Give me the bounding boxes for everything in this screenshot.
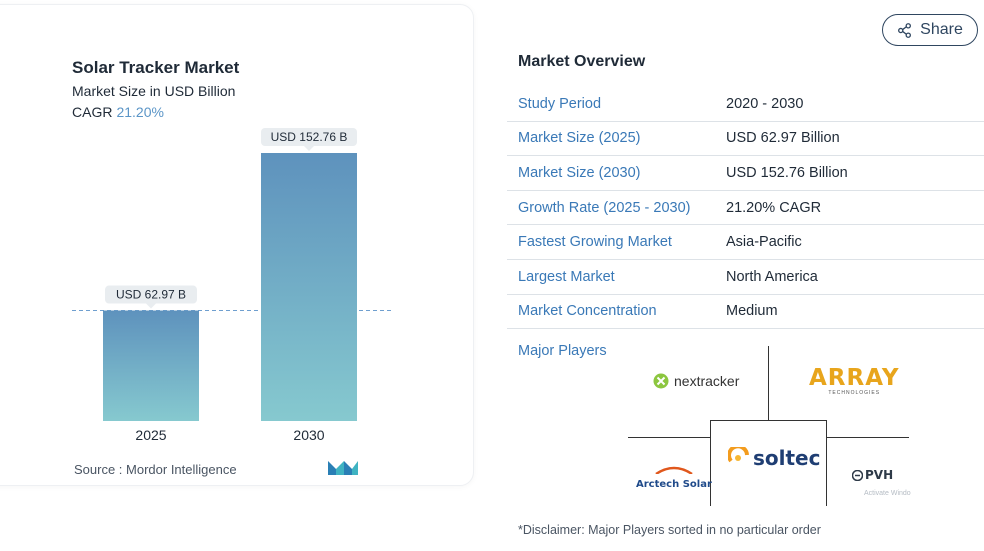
arctech-arc-icon xyxy=(655,466,693,476)
pvh-name: PVH xyxy=(865,468,894,482)
data-label: USD 62.97 B xyxy=(116,288,186,302)
x-tick-label: 2030 xyxy=(293,427,324,443)
data-label-pointer xyxy=(304,146,314,151)
bar-2025 xyxy=(103,310,199,421)
overview-key[interactable]: Largest Market xyxy=(518,268,615,285)
data-label-bg xyxy=(105,285,197,304)
chart-cagr: CAGR 21.20% xyxy=(72,104,164,120)
overview-row: Fastest Growing Market Asia-Pacific xyxy=(507,225,984,260)
overview-key[interactable]: Market Size (2030) xyxy=(518,164,641,181)
overview-row: Growth Rate (2025 - 2030) 21.20% CAGR xyxy=(507,191,984,226)
overview-row: Market Concentration Medium xyxy=(507,295,984,330)
overview-key[interactable]: Market Concentration xyxy=(518,303,657,320)
overview-value: 21.20% CAGR xyxy=(726,199,822,216)
chart-title: Solar Tracker Market xyxy=(72,58,240,77)
overview-row: Market Size (2030) USD 152.76 Billion xyxy=(507,156,984,191)
x-tick-label: 2025 xyxy=(135,427,166,443)
major-players-label[interactable]: Major Players xyxy=(518,343,607,359)
cagr-label: CAGR xyxy=(72,104,113,120)
arctech-name: Arctech Solar xyxy=(636,479,712,490)
overview-value: USD 152.76 Billion xyxy=(726,164,848,181)
share-icon xyxy=(898,22,912,38)
data-label-pointer xyxy=(146,303,156,309)
overview-value: USD 62.97 Billion xyxy=(726,130,840,147)
mordor-logo-icon xyxy=(328,461,358,475)
array-logo[interactable]: ARRAY TECHNOLOGIES xyxy=(809,366,899,396)
data-label-bg xyxy=(261,128,357,146)
chart-source: Source : Mordor Intelligence xyxy=(74,462,237,477)
share-label: Share xyxy=(920,21,963,38)
overview-key[interactable]: Study Period xyxy=(518,95,602,112)
activate-windows-watermark: Activate Windo xyxy=(864,490,911,497)
pvh-logo[interactable]: PVH xyxy=(852,468,893,482)
soltec-name: soltec xyxy=(753,446,821,470)
share-button[interactable]: Share xyxy=(882,14,978,46)
bar-chart: USD 62.97 B 2025 USD 152.76 B 2030 xyxy=(72,128,392,443)
chart-card xyxy=(0,4,474,486)
bar-2030 xyxy=(261,153,357,421)
overview-value: North America xyxy=(726,268,818,285)
cagr-value: 21.20% xyxy=(116,104,164,120)
array-subtitle: TECHNOLOGIES xyxy=(828,390,881,396)
data-label: USD 152.76 B xyxy=(271,130,348,144)
overview-table: Study Period 2020 - 2030 Market Size (20… xyxy=(507,87,984,330)
nextracker-name: nextracker xyxy=(674,373,740,389)
overview-value: Medium xyxy=(726,303,778,320)
overview-row: Market Size (2025) USD 62.97 Billion xyxy=(507,122,984,157)
overview-row: Largest Market North America xyxy=(507,260,984,295)
overview-key[interactable]: Fastest Growing Market xyxy=(518,234,672,251)
overview-key[interactable]: Growth Rate (2025 - 2030) xyxy=(518,199,691,216)
arctech-logo[interactable]: Arctech Solar xyxy=(636,461,712,490)
array-name: ARRAY xyxy=(809,365,900,391)
featured-player-box xyxy=(710,420,827,506)
soltec-logo[interactable]: soltec xyxy=(728,446,820,470)
disclaimer: *Disclaimer: Major Players sorted in no … xyxy=(518,523,821,537)
nextracker-x-icon xyxy=(653,373,669,389)
major-players-grid: nextracker ARRAY TECHNOLOGIES soltec Arc… xyxy=(628,346,912,506)
overview-title: Market Overview xyxy=(518,53,646,70)
divider xyxy=(628,437,710,438)
soltec-sun-icon xyxy=(728,447,749,463)
nextracker-logo[interactable]: nextracker xyxy=(653,373,739,389)
overview-value: 2020 - 2030 xyxy=(726,95,804,112)
overview-value: Asia-Pacific xyxy=(726,234,802,251)
divider xyxy=(768,346,769,420)
overview-row: Study Period 2020 - 2030 xyxy=(507,87,984,122)
overview-key[interactable]: Market Size (2025) xyxy=(518,130,641,147)
pvh-mark-icon xyxy=(852,469,863,481)
chart-subtitle: Market Size in USD Billion xyxy=(72,83,236,99)
divider xyxy=(827,437,909,438)
